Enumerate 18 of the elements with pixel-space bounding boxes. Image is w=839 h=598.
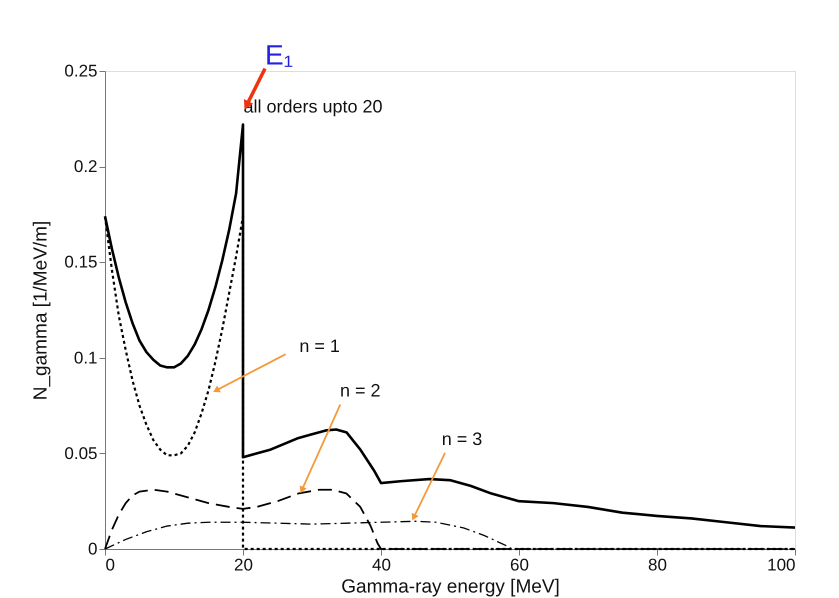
x-tick-label: 0 [106,556,115,574]
annotation: n = 3 [442,428,482,449]
x-tick-label: 100 [767,556,796,574]
y-tick-label: 0.15 [64,252,98,272]
y-tick-label: 0.2 [74,157,98,176]
text: E₁ [264,40,294,71]
x-tick-label: 40 [372,556,391,574]
x-tick-label: 20 [234,556,253,574]
x-tick-label: 80 [648,556,667,574]
y-axis-title: N_gamma [1/MeV/m] [30,220,52,400]
y-tick-label: 0 [88,540,98,558]
annotation: n = 1 [299,336,340,356]
y-tick-label: 0.25 [64,62,98,80]
x-axis-title: Gamma-ray energy [MeV] [341,576,560,598]
x-tick-label: 60 [510,556,529,574]
annotation: n = 2 [340,380,381,401]
y-tick-label: 0.1 [74,348,98,368]
y-tick-label: 0.05 [64,444,98,463]
